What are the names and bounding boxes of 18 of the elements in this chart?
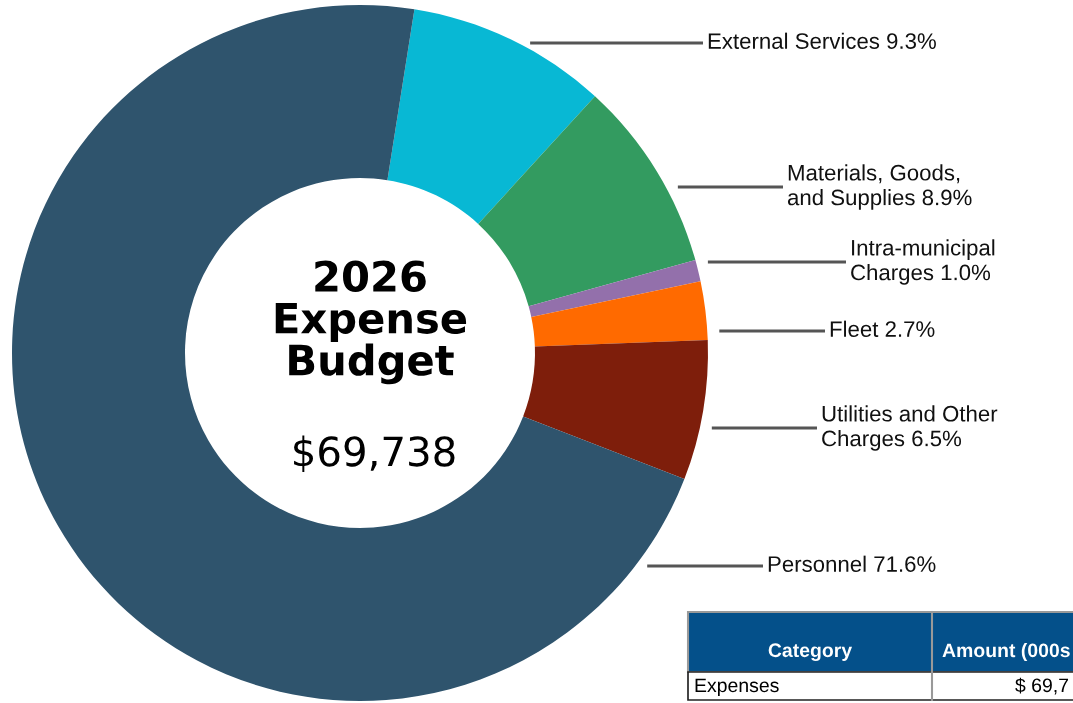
slice-label: Personnel 71.6%	[768, 555, 936, 572]
donut-slice	[478, 96, 696, 307]
text: $ 69,7	[1015, 677, 1069, 695]
slice-label: Utilities and Other Charges 6.5%	[822, 405, 998, 451]
donut-slice	[531, 281, 708, 347]
text: Expenses	[695, 678, 779, 697]
slice-label: Fleet 2.7%	[830, 320, 935, 337]
text: 2026 Expense Budget	[275, 260, 467, 385]
text: Category	[768, 643, 853, 662]
slice-label: External Services 9.3%	[708, 32, 936, 49]
donut-slice	[523, 339, 708, 480]
donut-slice	[387, 9, 596, 224]
text: Amount (000s	[942, 642, 1070, 662]
slice-label: Intra-municipal Charges 1.0%	[851, 239, 995, 285]
donut-slice	[528, 260, 701, 317]
slice-label: Materials, Goods, and Supplies 8.9%	[787, 164, 972, 210]
donut-slice	[12, 5, 685, 701]
text: $69,738	[294, 435, 455, 473]
